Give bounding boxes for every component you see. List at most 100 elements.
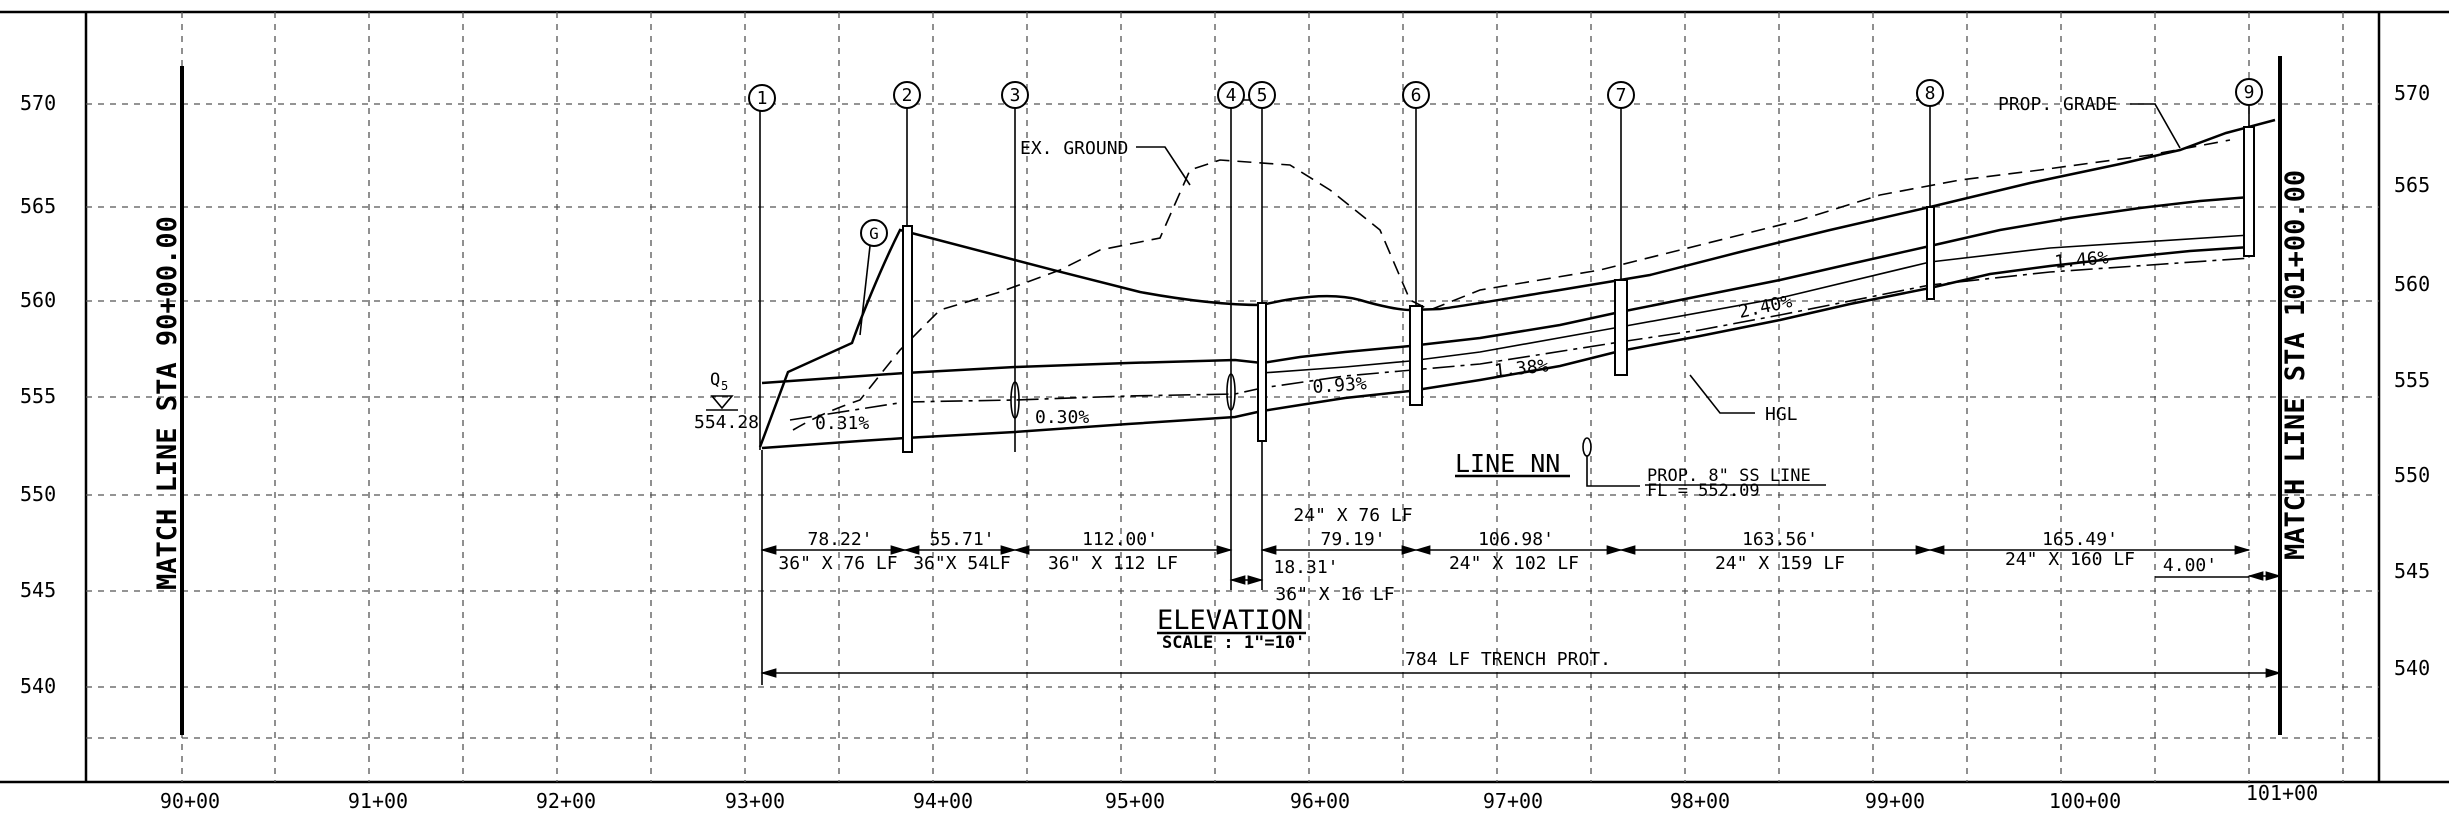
svg-text:8: 8: [1925, 83, 1936, 104]
length-label: 163.56': [1742, 529, 1818, 550]
length-label: 78.22': [807, 529, 872, 550]
hgl-line: [789, 257, 2251, 421]
length-label: 55.71': [929, 529, 994, 550]
station-label: 92+00: [536, 789, 596, 813]
match-line-right: MATCH LINE STA 101+00.00: [2278, 56, 2311, 735]
structure-2-box: [902, 225, 913, 453]
q-elevation: 554.28: [694, 412, 759, 433]
svg-text:2: 2: [902, 85, 913, 106]
grate-marker: G: [859, 219, 888, 336]
structure-4-junction: [1226, 373, 1236, 411]
structure-bubble: 4: [1217, 81, 1245, 109]
elev-label: 570: [2394, 81, 2430, 105]
existing-ground-line: [792, 139, 2231, 431]
pipe-bottom-line: [761, 245, 2251, 450]
svg-text:1: 1: [757, 88, 768, 109]
structure-3-junction: [1010, 381, 1020, 419]
elev-label: 565: [2394, 173, 2430, 197]
elev-label: 550: [2394, 463, 2430, 487]
grid: [86, 12, 2379, 782]
pipe-label: 24" X 102 LF: [1449, 553, 1579, 574]
pipe-top-line: [761, 195, 2251, 385]
callouts: EX. GROUND PROP. GRADE HGL Q 5 554.28 LI…: [694, 94, 2181, 501]
prop-grade-label: PROP. GRADE: [1998, 94, 2117, 115]
svg-text:Q: Q: [710, 370, 720, 390]
station-label: 95+00: [1105, 789, 1165, 813]
station-label: 96+00: [1290, 789, 1350, 813]
station-label: 99+00: [1865, 789, 1925, 813]
slope-label: 1.46%: [2054, 247, 2110, 273]
structure-bubble: 1: [748, 84, 776, 112]
structure-bubble: 9: [2235, 78, 2263, 106]
station-label: 97+00: [1483, 789, 1543, 813]
slope-label: 1.38%: [1493, 355, 1549, 382]
slope-labels: 0.31% 0.30% 0.93% 1.38% 2.40% 1.46%: [815, 247, 2110, 434]
svg-text:3: 3: [1010, 85, 1021, 106]
elev-label: 545: [20, 578, 56, 602]
structure-6-box: [1409, 305, 1423, 406]
elev-label: 560: [2394, 272, 2430, 296]
q-marker: Q 5 554.28: [694, 370, 759, 433]
svg-text:5: 5: [1257, 85, 1268, 106]
match-line-right-label: MATCH LINE STA 101+00.00: [2280, 170, 2311, 560]
dimensions: [760, 441, 2282, 685]
structure-5-box: [1257, 302, 1267, 442]
hgl-label: HGL: [1765, 404, 1798, 425]
structure-8-box: [1926, 206, 1935, 300]
structure-9-box: [2243, 126, 2255, 257]
structures: [759, 90, 2255, 453]
station-label: 98+00: [1670, 789, 1730, 813]
elev-label: 540: [20, 674, 56, 698]
length-label: 112.00': [1082, 529, 1158, 550]
svg-text:G: G: [869, 224, 879, 243]
structure-bubble: 3: [1001, 81, 1029, 109]
station-label: 91+00: [348, 789, 408, 813]
slope-label: 0.30%: [1035, 407, 1089, 428]
svg-text:5: 5: [721, 379, 728, 393]
station-label: 100+00: [2049, 789, 2121, 813]
structure-bubble: 6: [1402, 81, 1430, 109]
elev-label: 570: [20, 91, 56, 115]
elev-label: 560: [20, 288, 56, 312]
structure-bubble: 7: [1607, 81, 1635, 109]
structure-7-box: [1614, 279, 1628, 376]
trench-label: 784 LF TRENCH PROT.: [1405, 649, 1611, 670]
elevation-labels-left: 570 565 560 555 550 545 540: [20, 91, 56, 698]
ss-line-symbol: [1582, 437, 1592, 457]
slope-label: 0.93%: [1312, 373, 1368, 398]
pipe-label: 36" X 16 LF: [1275, 584, 1394, 605]
scale-label: SCALE : 1"=10': [1162, 633, 1305, 653]
pipe-label: 24" X 160 LF: [2005, 549, 2135, 570]
elev-label: 545: [2394, 559, 2430, 583]
ss-fl-label: FL = 552.09: [1647, 481, 1760, 501]
elevation-labels-right: 570 565 560 555 550 545 540: [2394, 81, 2430, 680]
svg-text:9: 9: [2244, 82, 2255, 103]
elevation-title: ELEVATION: [1157, 605, 1303, 636]
pipe-label: 36" X 112 LF: [1048, 553, 1178, 574]
slope-label: 0.31%: [815, 413, 869, 434]
length-label: 79.19': [1320, 529, 1385, 550]
line-name-label: LINE NN: [1455, 449, 1560, 478]
drawing-title: ELEVATION SCALE : 1"=10': [1157, 605, 1306, 653]
svg-text:7: 7: [1616, 85, 1627, 106]
ss-line-label: PROP. 8" SS LINE: [1647, 466, 1811, 486]
svg-text:4: 4: [1226, 85, 1237, 106]
length-label: 18.31': [1273, 557, 1338, 578]
structure-bubble: 5: [1248, 81, 1276, 109]
match-line-left-label: MATCH LINE STA 90+00.00: [152, 216, 183, 590]
ex-ground-label: EX. GROUND: [1020, 138, 1128, 159]
elev-label: 540: [2394, 656, 2430, 680]
station-label: 94+00: [913, 789, 973, 813]
pipe-label: 24" X 159 LF: [1715, 553, 1845, 574]
match-line-left: MATCH LINE STA 90+00.00: [152, 66, 184, 735]
elev-label: 555: [2394, 368, 2430, 392]
structure-bubble: 8: [1916, 79, 1944, 107]
length-label: 106.98': [1478, 529, 1554, 550]
elev-label: 550: [20, 482, 56, 506]
pipe-label: 24" X 76 LF: [1293, 505, 1412, 526]
station-labels: 90+00 91+00 92+00 93+00 94+00 95+00 96+0…: [160, 781, 2318, 813]
elev-label: 555: [20, 384, 56, 408]
pipe-labels: 36" X 76 LF 36"X 54LF 36" X 112 LF 36" X…: [778, 505, 2135, 605]
pipe-label: 36" X 76 LF: [778, 553, 897, 574]
